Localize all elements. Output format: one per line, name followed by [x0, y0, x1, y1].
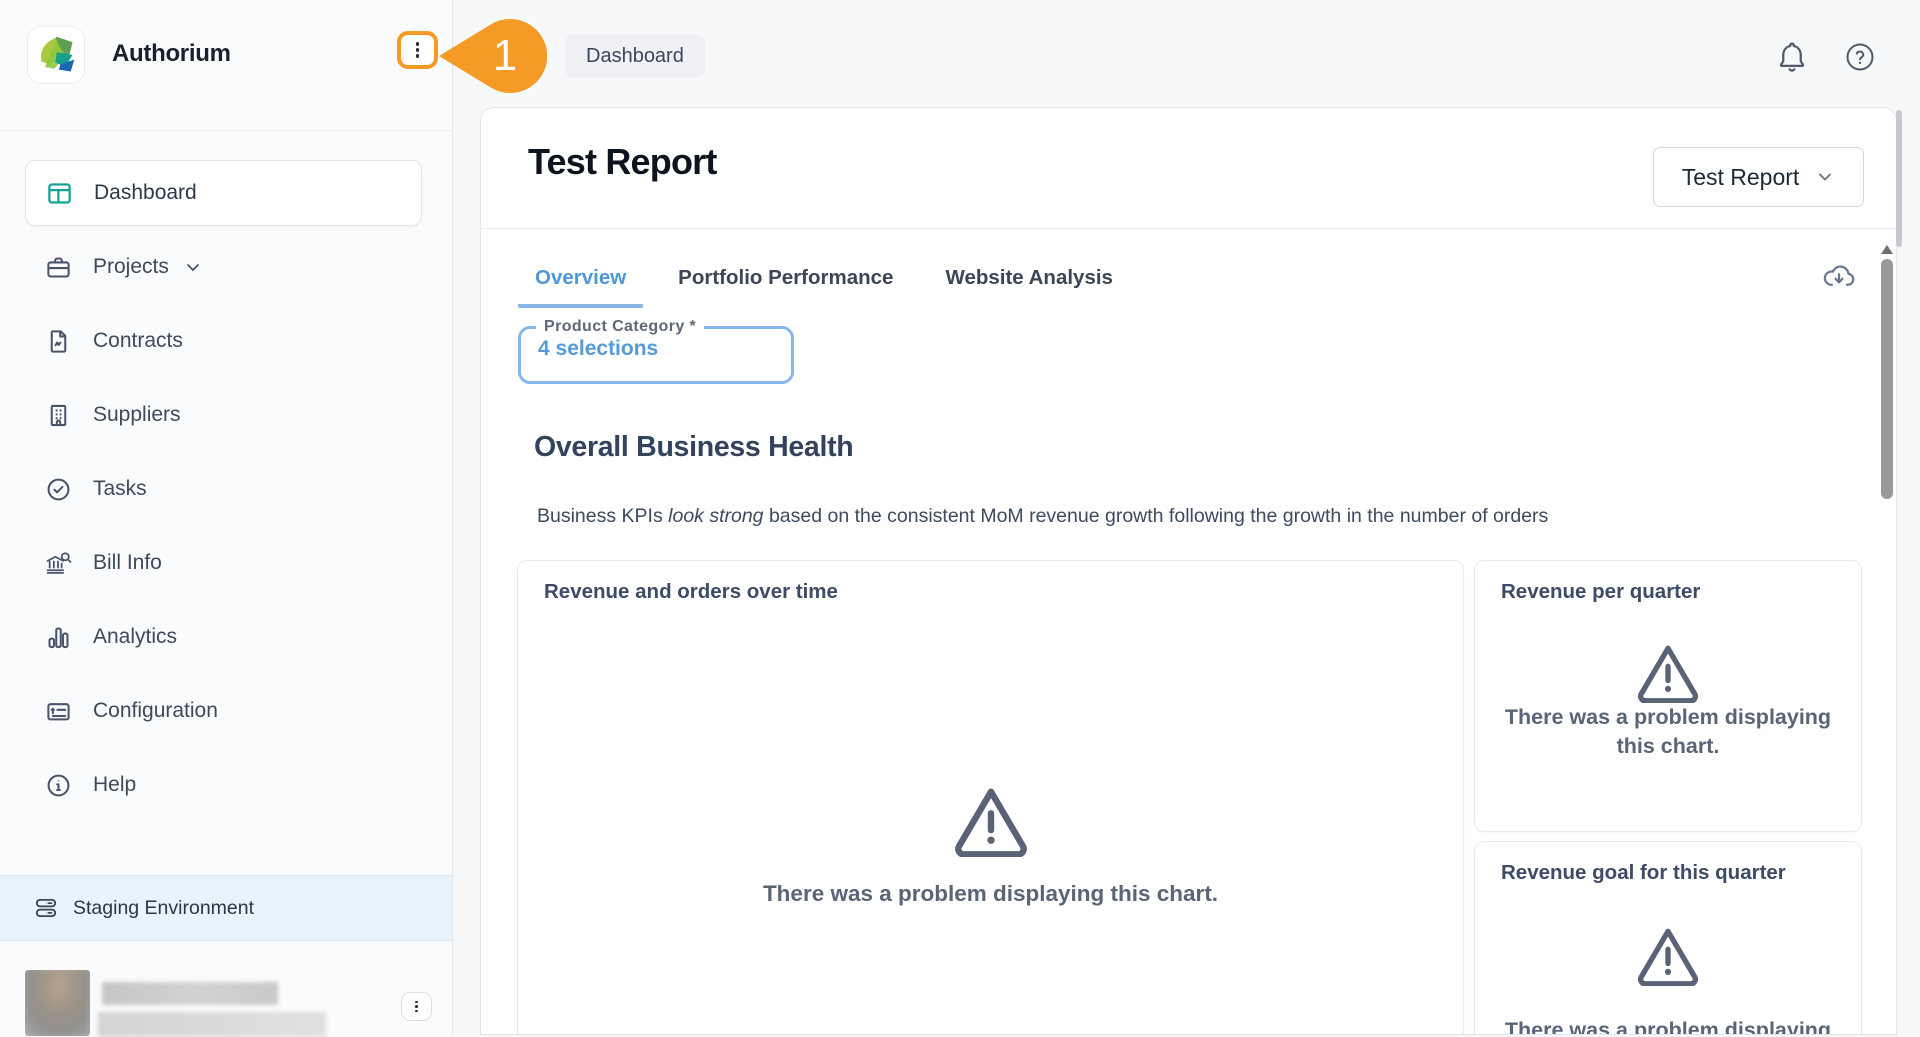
- description-suffix: based on the consistent MoM revenue grow…: [763, 505, 1549, 527]
- sidebar-item-label: Contracts: [93, 329, 183, 352]
- configuration-icon: [45, 698, 72, 725]
- breadcrumb[interactable]: Dashboard: [565, 34, 705, 78]
- sidebar-item-label: Suppliers: [93, 403, 181, 426]
- report-tabs: Overview Portfolio Performance Website A…: [518, 266, 1130, 308]
- card-title: Revenue per quarter: [1501, 580, 1701, 603]
- annotation-callout: 1: [437, 16, 548, 98]
- report-panel: Test Report Test Report Overview Portfol…: [480, 107, 1897, 1035]
- authorium-logo-icon: [40, 36, 75, 72]
- section-description: Business KPIs look strong based on the c…: [537, 505, 1548, 528]
- window-scrollbar-thumb[interactable]: [1896, 110, 1902, 247]
- card-title: Revenue and orders over time: [544, 580, 838, 603]
- sidebar-item-bill-info[interactable]: Bill Info: [0, 526, 452, 600]
- description-emphasis: look strong: [668, 505, 764, 527]
- download-cloud-icon[interactable]: [1821, 258, 1857, 292]
- server-stack-icon: [33, 895, 59, 921]
- sidebar-item-projects[interactable]: Projects: [0, 230, 452, 304]
- chart-error-message: There was a problem displaying this char…: [762, 881, 1219, 906]
- sidebar-item-label: Help: [93, 773, 137, 796]
- section-heading: Overall Business Health: [534, 431, 854, 463]
- environment-label: Staging Environment: [73, 896, 255, 919]
- filter-label: Product Category *: [544, 318, 697, 335]
- chart-card-revenue-goal: Revenue goal for this quarter There was …: [1474, 841, 1862, 1035]
- sidebar-item-label: Bill Info: [93, 551, 162, 574]
- sidebar-item-help[interactable]: Help: [0, 748, 452, 822]
- sidebar-item-analytics[interactable]: Analytics: [0, 600, 452, 674]
- warning-icon: [1475, 641, 1861, 703]
- chart-card-revenue-orders: Revenue and orders over time There was a…: [517, 560, 1464, 1034]
- user-email-redacted: [98, 1012, 326, 1037]
- chevron-down-icon: [1819, 173, 1832, 181]
- sidebar-collapse-kebab-button[interactable]: [397, 31, 438, 69]
- description-prefix: Business KPIs: [537, 505, 669, 527]
- sidebar-item-configuration[interactable]: Configuration: [0, 674, 452, 748]
- notifications-bell-icon[interactable]: [1775, 39, 1809, 75]
- app-name: Authorium: [112, 40, 231, 67]
- user-menu-kebab-button[interactable]: [401, 992, 432, 1021]
- environment-banner: Staging Environment: [0, 875, 452, 940]
- warning-icon: [1475, 924, 1861, 986]
- app-logo: [27, 26, 85, 84]
- sidebar-item-suppliers[interactable]: Suppliers: [0, 378, 452, 452]
- analytics-icon: [45, 624, 72, 651]
- sidebar-header: Authorium: [0, 0, 452, 131]
- sidebar-nav: Dashboard Projects: [0, 156, 452, 822]
- bill-info-icon: [45, 550, 72, 577]
- suppliers-icon: [45, 402, 72, 429]
- user-name-redacted: [102, 982, 278, 1005]
- annotation-bubble-shape: [439, 19, 548, 94]
- help-circle-icon[interactable]: [1845, 42, 1875, 72]
- sidebar-item-label: Tasks: [93, 477, 147, 500]
- sidebar-item-label: Projects: [93, 255, 169, 278]
- user-profile-section: [0, 940, 452, 1037]
- scrollbar-up-arrow[interactable]: [1881, 245, 1893, 254]
- divider: [481, 228, 1896, 229]
- tasks-icon: [45, 476, 72, 503]
- chart-card-revenue-per-quarter: Revenue per quarter There was a problem …: [1474, 560, 1862, 832]
- chevron-down-icon: [183, 257, 203, 277]
- sidebar-item-label: Analytics: [93, 625, 178, 648]
- sidebar-item-tasks[interactable]: Tasks: [0, 452, 452, 526]
- warning-icon: [518, 783, 1463, 857]
- page-title: Test Report: [528, 141, 717, 182]
- scrollbar-thumb[interactable]: [1881, 259, 1893, 499]
- annotation-step-number: 1: [492, 31, 518, 80]
- tab-website-analysis[interactable]: Website Analysis: [945, 266, 1113, 289]
- card-title: Revenue goal for this quarter: [1501, 861, 1786, 884]
- product-category-filter[interactable]: Product Category * 4 selections: [518, 318, 794, 384]
- sidebar-item-dashboard[interactable]: Dashboard: [25, 160, 422, 226]
- contract-icon: [45, 328, 72, 355]
- report-selector-dropdown[interactable]: Test Report: [1653, 147, 1864, 207]
- sidebar: Authorium Dashboard Projects: [0, 0, 453, 1037]
- sidebar-item-contracts[interactable]: Contracts: [0, 304, 452, 378]
- sidebar-item-label: Dashboard: [94, 181, 197, 204]
- chart-error-message: There was a problem displaying this char…: [1504, 1018, 1832, 1035]
- filter-value: 4 selections: [538, 337, 659, 360]
- help-icon: [45, 772, 72, 799]
- avatar: [25, 970, 90, 1036]
- sidebar-item-label: Configuration: [93, 699, 218, 722]
- report-selector-value: Test Report: [1681, 163, 1800, 190]
- chart-error-message: There was a problem displaying this char…: [1504, 705, 1832, 759]
- dashboard-icon: [46, 180, 73, 207]
- tab-portfolio-performance[interactable]: Portfolio Performance: [678, 266, 894, 289]
- briefcase-icon: [45, 254, 72, 281]
- tab-overview[interactable]: Overview: [518, 266, 644, 308]
